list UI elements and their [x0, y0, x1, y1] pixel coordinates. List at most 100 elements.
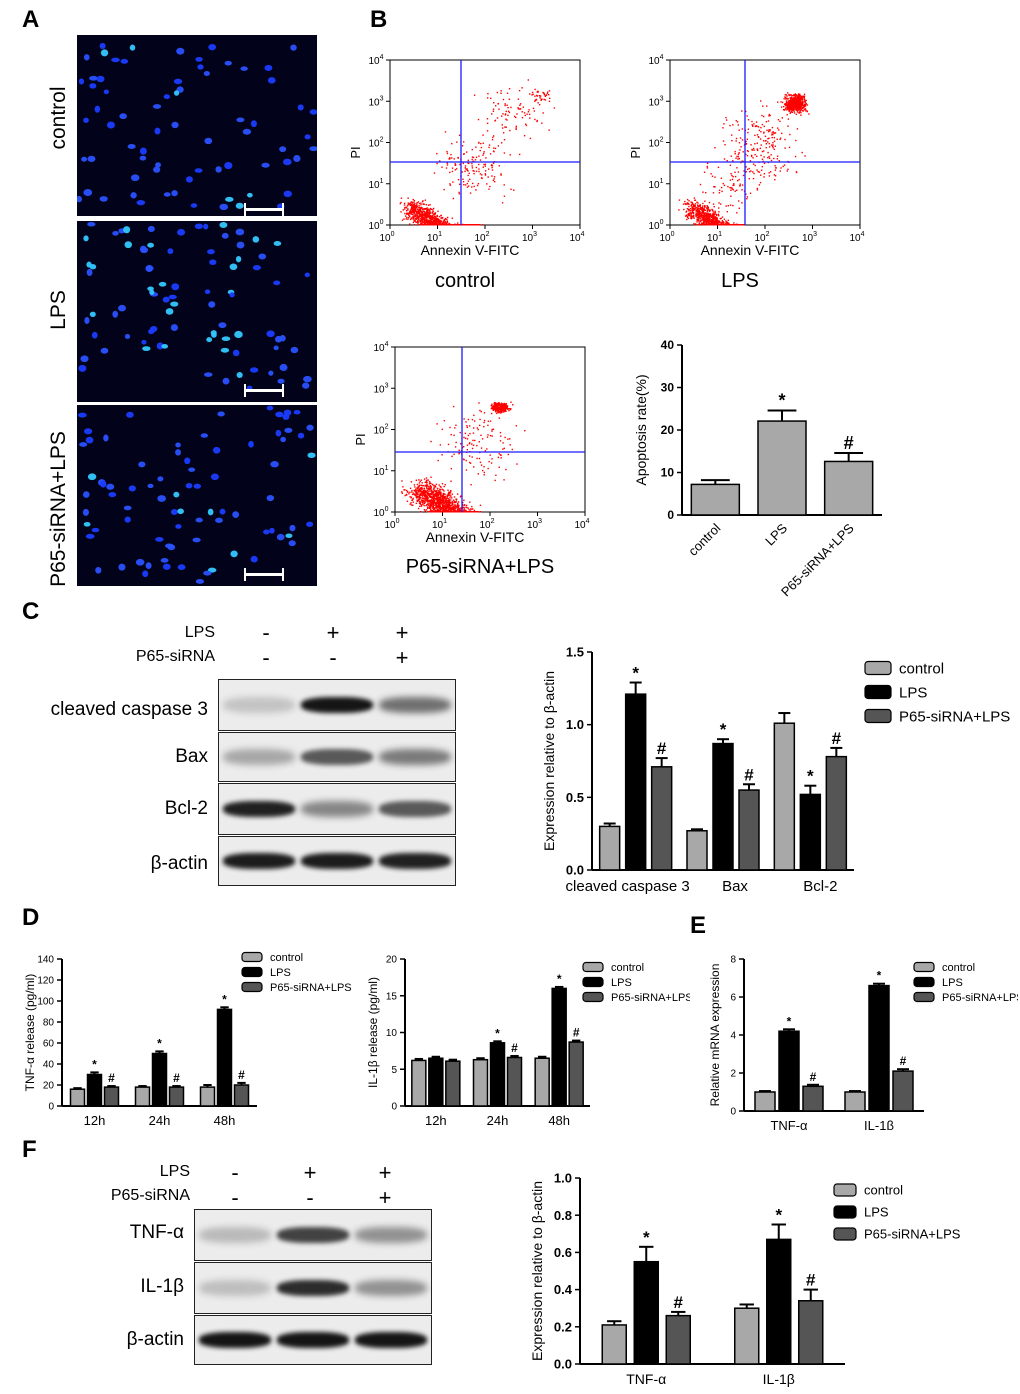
y-tick-label: 103 [648, 95, 663, 108]
bar [773, 722, 796, 871]
y-tick-label: 0.2 [554, 1319, 572, 1334]
band [223, 697, 295, 713]
nucleus [240, 66, 248, 71]
significance-mark: # [674, 1293, 684, 1312]
nucleus [185, 176, 193, 183]
nucleus [77, 195, 82, 203]
blot-band-caspase3 [218, 679, 456, 731]
blot-band-actin-c [218, 836, 456, 886]
y-tick-label: 60 [43, 1039, 55, 1050]
bar [472, 1058, 489, 1107]
nucleus [275, 429, 282, 437]
nucleus [171, 190, 178, 197]
nucleus [87, 155, 96, 162]
nucleus [130, 174, 140, 182]
treatment-label: LPS [159, 1163, 190, 1180]
nucleus [170, 509, 178, 516]
bar [766, 1238, 792, 1365]
significance-mark: * [92, 1057, 97, 1071]
bar [199, 1086, 216, 1107]
nucleus [135, 558, 145, 566]
nucleus [203, 70, 210, 77]
nucleus [85, 436, 94, 444]
significance-mark: * [720, 720, 727, 739]
nucleus [140, 246, 149, 254]
x-tick-label: 100 [379, 231, 394, 244]
bar [103, 1086, 120, 1107]
nucleus [87, 473, 97, 481]
legend-swatch [864, 684, 892, 700]
x-tick-label: cleaved caspase 3 [566, 878, 690, 895]
x-axis-label: Annexin V-FITC [426, 529, 525, 545]
nucleus [175, 442, 181, 448]
nucleus [86, 268, 93, 276]
nucleus [177, 564, 186, 571]
chart-il1b-release: 0 5 10 15 20 IL-1β release (pg/ml) 12h * #24h * #4… [366, 955, 690, 1129]
nucleus [304, 134, 311, 140]
bar [799, 793, 822, 871]
band [379, 697, 451, 713]
nucleus [111, 57, 120, 63]
bar [428, 1057, 444, 1107]
significance-mark: * [775, 1206, 782, 1225]
legend-label: control [864, 1183, 903, 1198]
bar [168, 1086, 185, 1107]
nucleus [197, 64, 204, 70]
panel-label-c: C [22, 598, 40, 625]
blot-label: IL-1β [140, 1276, 184, 1297]
significance-mark: * [778, 390, 785, 410]
nucleus [232, 511, 240, 518]
nucleus [83, 428, 93, 435]
nucleus [195, 579, 205, 584]
bar [868, 984, 890, 1112]
nucleus [210, 473, 219, 481]
x-tick-label: 103 [522, 231, 537, 244]
nucleus [91, 527, 100, 533]
treatment-label: LPS [184, 624, 215, 641]
nucleus [224, 161, 233, 170]
treatment-sign: + [395, 645, 409, 670]
y-tick-label: 5 [391, 1065, 397, 1076]
bar [844, 1091, 866, 1112]
nucleus [126, 411, 134, 418]
significance-mark: * [632, 664, 639, 683]
nucleus [138, 461, 146, 468]
x-tick-label: Bax [722, 878, 748, 895]
y-tick-label: 1.0 [554, 1171, 572, 1186]
x-tick-label: 100 [384, 518, 399, 531]
legend-swatch [913, 991, 935, 1003]
significance-mark: # [900, 1054, 907, 1068]
nucleus [309, 146, 317, 152]
nucleus [234, 330, 243, 339]
legend-label: LPS [899, 684, 927, 701]
flow-caption-lps: LPS [721, 270, 759, 292]
bar [506, 1056, 523, 1107]
nucleus [153, 166, 161, 173]
nucleus [120, 58, 129, 64]
nucleus [170, 324, 178, 332]
legend-label: P65-siRNA+LPS [942, 992, 1018, 1004]
nucleus [261, 162, 270, 168]
bar [134, 1086, 151, 1107]
nucleus [203, 570, 212, 576]
x-tick-label: Bcl-2 [803, 878, 837, 895]
x-tick-label: LPS [762, 520, 790, 548]
y-tick-label: 20 [43, 1081, 55, 1092]
nucleus [275, 411, 284, 418]
nucleus [99, 196, 108, 202]
chart-apoptosis: 0 10 20 30 40 Apoptosis rate(%) control * LPS # P6… [633, 338, 882, 599]
micrograph-control [77, 35, 317, 216]
nucleus [147, 483, 154, 489]
nucleus [78, 78, 85, 85]
nucleus [124, 516, 131, 523]
band [301, 801, 373, 817]
nucleus [204, 137, 213, 145]
y-tick-label: 102 [648, 137, 663, 150]
nucleus [80, 355, 89, 363]
band [379, 749, 451, 765]
nucleus [280, 436, 286, 443]
nucleus [263, 529, 270, 535]
